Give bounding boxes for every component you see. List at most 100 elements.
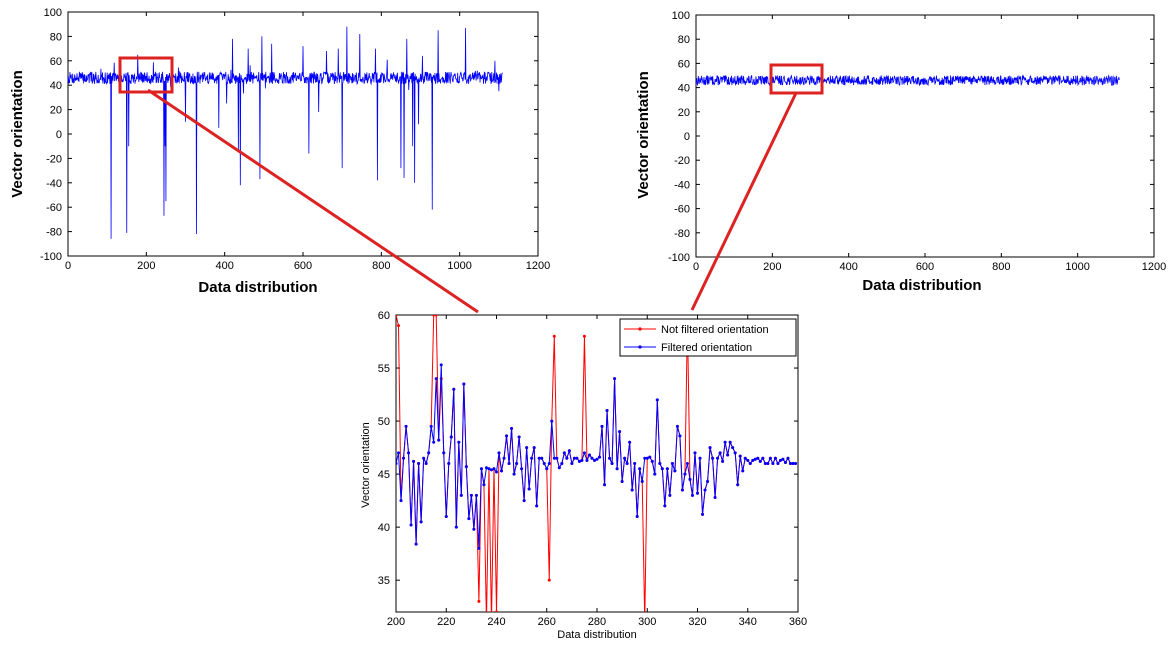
filtered-point	[680, 488, 684, 492]
filtered-point	[464, 465, 468, 469]
x-tick-label: 400	[839, 261, 857, 273]
filtered-point	[751, 458, 755, 462]
x-tick-label: 260	[538, 616, 556, 628]
x-tick-label: 800	[992, 261, 1010, 273]
filtered-point	[783, 460, 787, 464]
not-filtered-point	[477, 599, 481, 603]
y-tick-label: 0	[684, 131, 690, 143]
filtered-point	[788, 462, 792, 465]
filtered-point	[706, 480, 710, 484]
filtered-point	[560, 462, 564, 465]
y-tick-label: 45	[378, 469, 390, 481]
filtered-point	[454, 525, 458, 529]
zoom-y-label: Vector orientation	[360, 422, 372, 508]
filtered-point	[439, 363, 443, 367]
filtered-point	[741, 469, 745, 473]
raw-y-ticks: -100 -80 -60 -40 -20 0 20 40 60 80 100	[40, 7, 538, 263]
filtered-point	[693, 451, 697, 455]
zoom-y-ticks: 35 40 45 50 55 60	[378, 310, 798, 587]
filtered-point	[761, 456, 765, 460]
x-tick-label: 1200	[1142, 261, 1166, 273]
filtered-point	[517, 435, 521, 439]
filtered-point	[613, 377, 617, 381]
filtered-point	[690, 493, 694, 497]
y-tick-label: -20	[46, 153, 62, 165]
filtered-point	[648, 455, 652, 459]
filtered-point	[721, 459, 725, 463]
filtered-orientation-chart: -100 -80 -60 -40 -20 0 20 40 60 80 100 0 200 400 600 8…	[635, 10, 1166, 294]
filtered-point	[434, 377, 438, 381]
filtered-point	[429, 424, 433, 428]
y-tick-label: 80	[678, 34, 690, 46]
filtered-series	[695, 74, 1120, 87]
y-tick-label: 35	[378, 575, 390, 587]
x-tick-label: 220	[437, 616, 455, 628]
filtered-point	[570, 462, 574, 465]
filtered-point	[469, 493, 473, 497]
filtered-point	[675, 424, 679, 428]
filtered-point	[776, 462, 780, 465]
filtered-point	[477, 546, 481, 550]
filtered-point	[396, 462, 398, 465]
x-tick-label: 400	[215, 260, 233, 272]
filtered-point	[402, 456, 406, 460]
filtered-point	[771, 462, 775, 465]
filtered-point	[778, 458, 782, 462]
filtered-point	[552, 456, 556, 460]
not-filtered-point	[434, 315, 438, 317]
filtered-point	[414, 542, 418, 546]
raw-orientation-chart: -100 -80 -60 -40 -20 0 20 40 60 80 100 0 200 400 600 8…	[9, 7, 550, 296]
zoom-orientation-chart: 35 40 45 50 55 60 200 220 240 260 280 300 320 340 360…	[360, 310, 807, 641]
filtered-point	[618, 430, 622, 434]
filtered-point	[781, 457, 785, 461]
legend-box	[619, 318, 797, 357]
filtered-point	[711, 456, 715, 460]
filtered-point	[748, 462, 752, 465]
filtered-point	[462, 382, 466, 386]
filtered-point	[500, 469, 504, 473]
filtered-point	[479, 467, 483, 471]
filtered-point	[623, 456, 627, 460]
filtered-point	[665, 467, 669, 471]
filtered-point	[547, 462, 551, 465]
filtered-point	[658, 462, 662, 465]
filtered-point	[683, 472, 687, 476]
filtered-point	[525, 446, 529, 450]
zoom-series	[396, 315, 797, 612]
filtered-point	[605, 408, 609, 412]
filtered-point	[598, 455, 602, 459]
y-tick-label: 60	[50, 56, 62, 68]
filtered-point	[678, 434, 682, 438]
filtered-point	[585, 458, 589, 462]
filtered-point	[766, 462, 770, 465]
filtered-point	[703, 488, 707, 492]
x-tick-label: 1000	[1065, 261, 1089, 273]
y-tick-label: -40	[46, 178, 62, 190]
filtered-point	[736, 483, 740, 487]
legend-marker-not-filtered	[638, 327, 642, 331]
not-filtered-point	[547, 578, 551, 582]
x-tick-label: 200	[137, 260, 155, 272]
filtered-point	[640, 480, 644, 484]
y-tick-label: -80	[46, 227, 62, 239]
y-tick-label: 100	[672, 10, 690, 22]
y-tick-label: -80	[674, 228, 690, 240]
filtered-point	[399, 499, 403, 503]
x-tick-label: 320	[688, 616, 706, 628]
filtered-point	[437, 438, 441, 442]
filtered-point	[530, 456, 534, 460]
filtered-point	[502, 456, 506, 460]
filtered-point	[708, 446, 712, 450]
y-tick-label: 100	[44, 7, 62, 19]
filtered-point	[638, 467, 642, 471]
filtered-x-label: Data distribution	[862, 277, 981, 294]
filtered-connector	[690, 92, 798, 311]
filtered-point	[716, 456, 720, 460]
filtered-x-ticks: 0 200 400 600 800 1000 1200	[693, 15, 1166, 273]
not-filtered-point	[495, 610, 498, 612]
filtered-point	[550, 419, 554, 423]
filtered-point	[673, 469, 677, 473]
x-tick-label: 340	[739, 616, 757, 628]
filtered-point	[628, 440, 632, 444]
x-tick-label: 0	[693, 261, 699, 273]
